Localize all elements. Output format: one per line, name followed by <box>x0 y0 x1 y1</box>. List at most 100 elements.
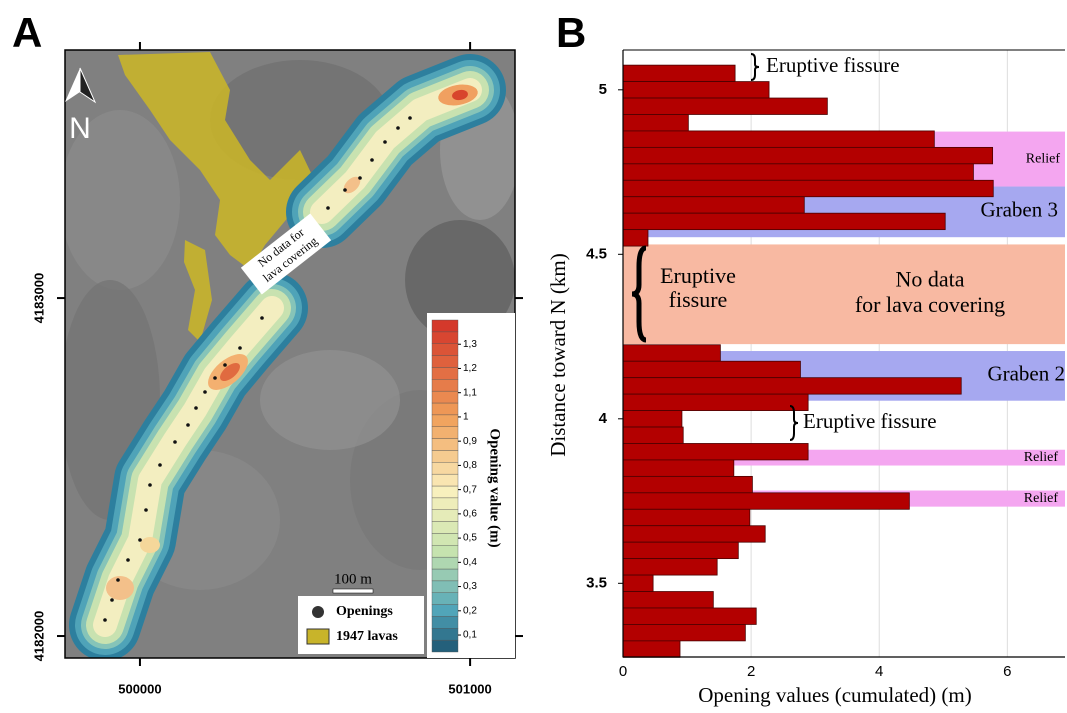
bar <box>623 526 765 542</box>
colorbar-step <box>432 427 458 439</box>
opening-point <box>138 538 142 542</box>
opening-point <box>383 140 387 144</box>
colorbar-step <box>432 533 458 545</box>
brace <box>790 406 798 440</box>
colorbar-step <box>432 605 458 617</box>
x-tick-label: 6 <box>1003 663 1011 680</box>
colorbar-step <box>432 486 458 498</box>
colorbar-step <box>432 450 458 462</box>
opening-point <box>326 206 330 210</box>
colorbar-tick-label: 0,7 <box>463 484 477 495</box>
bar <box>623 164 973 180</box>
bar <box>623 98 827 114</box>
opening-point <box>158 463 162 467</box>
panel-label: B <box>556 9 586 56</box>
opening-point <box>148 483 152 487</box>
colorbar-tick-label: 0,1 <box>463 630 477 641</box>
opening-point <box>103 618 107 622</box>
x-tick-label: 4 <box>875 663 883 680</box>
opening-point <box>238 346 242 350</box>
opening-hotspot <box>106 576 134 600</box>
legend-symbol <box>312 606 324 618</box>
opening-hotspot <box>140 537 160 553</box>
y-tick-label: 4.5 <box>586 245 607 262</box>
colorbar-tick-label: 0,5 <box>463 533 477 544</box>
opening-point <box>223 363 227 367</box>
bar <box>623 114 688 130</box>
bar <box>623 592 713 608</box>
legend-label: Openings <box>336 604 393 619</box>
bar <box>623 147 993 163</box>
x-tick-label: 2 <box>747 663 755 680</box>
region-label: for lava covering <box>855 292 1005 317</box>
colorbar-step <box>432 510 458 522</box>
y-tick-label: 5 <box>599 81 607 98</box>
bar <box>623 378 961 394</box>
north-label: N <box>69 112 91 145</box>
opening-point <box>110 598 114 602</box>
region-label: Relief <box>1024 491 1059 506</box>
annotation: Eruptive fissure <box>803 409 937 433</box>
bar <box>623 608 756 624</box>
y-tick-label: 4 <box>599 410 608 427</box>
colorbar-step <box>432 356 458 368</box>
colorbar-tick-label: 0,8 <box>463 460 477 471</box>
annotation: Eruptive fissure <box>766 53 900 77</box>
opening-point <box>126 558 130 562</box>
bar <box>623 542 738 558</box>
bar <box>623 476 752 492</box>
colorbar-step <box>432 344 458 356</box>
colorbar-step <box>432 557 458 569</box>
opening-point <box>144 508 148 512</box>
colorbar-tick-label: 1,3 <box>463 339 477 350</box>
map-y-tick-label: 4182000 <box>31 611 46 662</box>
region-label: No data <box>895 267 964 292</box>
colorbar-step <box>432 415 458 427</box>
colorbar-step <box>432 391 458 403</box>
bar <box>623 65 735 81</box>
bar <box>623 345 720 361</box>
bar <box>623 180 993 196</box>
opening-point <box>173 440 177 444</box>
map-y-tick-label: 4183000 <box>31 273 46 324</box>
colorbar-tick-label: 0,6 <box>463 509 477 520</box>
bar <box>623 361 800 377</box>
colorbar-step <box>432 545 458 557</box>
annotation: Eruptive <box>660 263 736 288</box>
bar <box>623 443 808 459</box>
x-axis-label: Opening values (cumulated) (m) <box>698 683 972 707</box>
opening-point <box>370 158 374 162</box>
colorbar-tick-label: 0,3 <box>463 581 477 592</box>
y-axis-label: Distance toward N (km) <box>546 253 570 457</box>
bar <box>623 509 750 525</box>
colorbar-tick-label: 0,2 <box>463 605 477 616</box>
bar <box>623 394 808 410</box>
opening-point <box>343 188 347 192</box>
colorbar-step <box>432 616 458 628</box>
legend-symbol <box>307 629 329 644</box>
bar <box>623 230 648 246</box>
colorbar-step <box>432 522 458 534</box>
bar <box>623 460 734 476</box>
bar <box>623 493 909 509</box>
map-x-tick-label: 501000 <box>448 681 491 696</box>
opening-point <box>203 390 207 394</box>
opening-point <box>260 316 264 320</box>
colorbar-step <box>432 474 458 486</box>
bar <box>623 575 653 591</box>
colorbar-step <box>432 640 458 652</box>
opening-point <box>116 578 120 582</box>
figure: ANo data forlava coveringN100 mOpenings1… <box>0 0 1067 713</box>
colorbar-step <box>432 628 458 640</box>
opening-point <box>186 423 190 427</box>
colorbar-title: Opening value (m) <box>487 428 503 547</box>
scale-bar-label: 100 m <box>334 571 372 587</box>
colorbar-step <box>432 320 458 332</box>
colorbar-step <box>432 367 458 379</box>
map-x-tick-label: 500000 <box>118 681 161 696</box>
colorbar-tick-label: 1,2 <box>463 363 477 374</box>
opening-point <box>396 126 400 130</box>
opening-point <box>213 376 217 380</box>
colorbar-step <box>432 593 458 605</box>
scale-bar <box>333 589 373 593</box>
